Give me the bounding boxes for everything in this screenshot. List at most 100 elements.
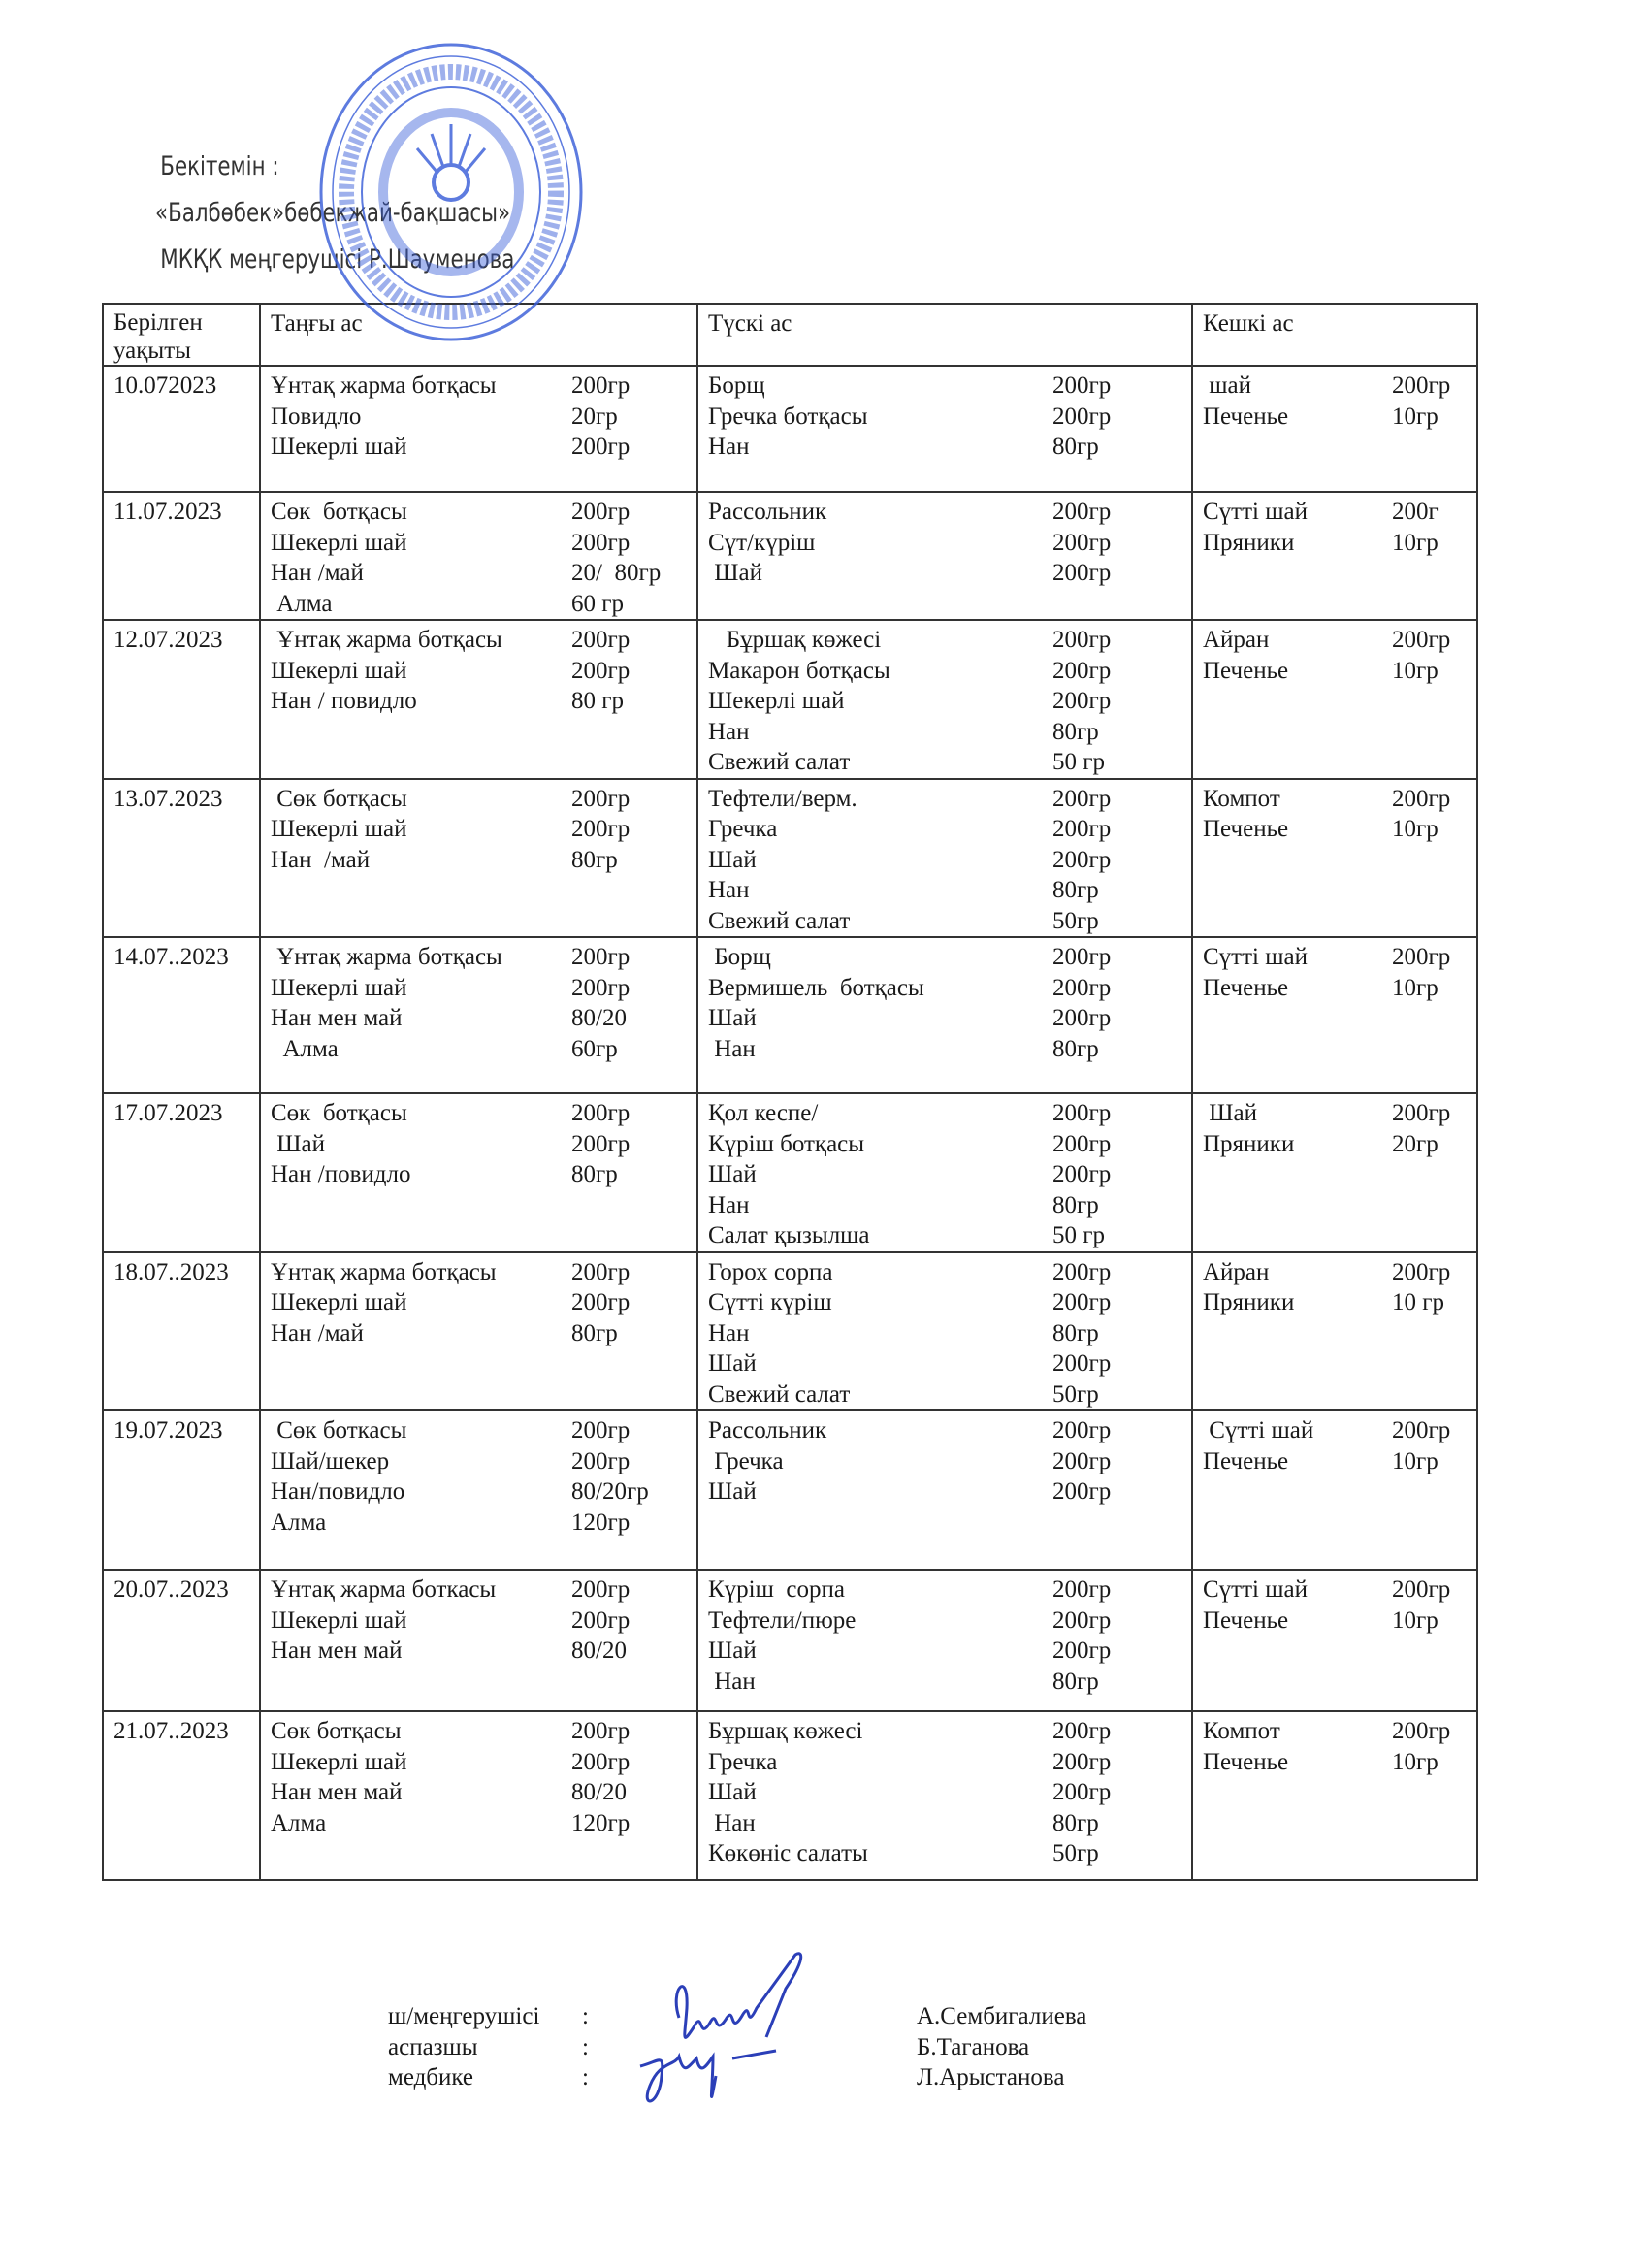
dish-quantity: 200гр: [571, 1748, 630, 1775]
dish-quantity: 200гр: [571, 373, 630, 399]
dinner-cell: Сүтті шай 200гр Печенье 10гр: [1191, 936, 1478, 1094]
dish-quantity: 10гр: [1392, 1606, 1439, 1634]
dish-quantity: 10гр: [1392, 657, 1439, 684]
menu-item: Шекерлі шай 200гр: [708, 686, 1181, 717]
menu-item: Вермишель ботқасы 200гр: [708, 973, 1181, 1004]
dish-name: Шай: [708, 1779, 757, 1805]
menu-item: Шай 200гр: [708, 1476, 1181, 1507]
menu-item: Нан /май 80гр: [271, 845, 687, 876]
dish-quantity: 80/20: [571, 1637, 627, 1664]
table-row: 10.072023 Ұнтақ жарма ботқасы 200гр Повидло…: [102, 365, 1478, 493]
menu-item: Нан 80гр: [708, 875, 1181, 906]
dish-name: Алма: [271, 590, 333, 617]
dish-name: Шай: [708, 1161, 757, 1187]
dish-name: Ұнтақ жарма ботқасы: [271, 373, 497, 399]
menu-item: Нан 80гр: [708, 1190, 1181, 1221]
table-header-row: Берілген уақыты Таңғы ас Түскі ас Кешкі …: [102, 303, 1478, 367]
dish-name: Печенье: [1203, 974, 1289, 1001]
menu-item: Айран 200гр: [1203, 625, 1467, 656]
menu-item: Нан /май 80гр: [271, 1318, 687, 1349]
menu-item: Макарон ботқасы 200гр: [708, 656, 1181, 687]
signature-row: аспазшы: Б.Таганова: [388, 2032, 1086, 2063]
menu-item: Ұнтақ жарма ботқасы 200гр: [271, 371, 687, 402]
menu-item: Пряники 10гр: [1203, 528, 1467, 559]
menu-item: Сүтті шай 200гр: [1203, 1415, 1467, 1446]
signature-row: медбике: Л.Арыстанова: [388, 2062, 1086, 2093]
dish-quantity: 200гр: [1392, 1100, 1451, 1126]
dish-quantity: 80гр: [1052, 1319, 1099, 1346]
dish-quantity: 200гр: [1052, 529, 1112, 556]
approval-line-3: МКҚК меңгерушісі Р.Шауменова: [160, 244, 515, 275]
menu-item: Свежий салат 50 гр: [708, 747, 1181, 778]
signature-colon: :: [582, 2003, 589, 2029]
dish-name: Күріш ботқасы: [708, 1130, 865, 1157]
dish-name: Шай: [271, 1130, 325, 1157]
menu-item: Нан 80гр: [708, 432, 1181, 463]
menu-item: Ұнтақ жарма боткасы 200гр: [271, 1574, 687, 1605]
dish-name: Нан: [708, 877, 750, 903]
dish-quantity: 200гр: [1052, 1161, 1112, 1187]
header-lunch: Түскі ас: [696, 303, 1193, 367]
menu-item: Пряники 20гр: [1203, 1129, 1467, 1160]
table-row: 21.07..2023 Сөк ботқасы 200гр Шекерлі шай 20…: [102, 1710, 1478, 1881]
menu-item: Печенье 10гр: [1203, 1446, 1467, 1477]
dish-name: Сүтті күріш: [708, 1289, 832, 1315]
dish-name: Шай: [708, 846, 757, 873]
menu-table: Берілген уақыты Таңғы ас Түскі ас Кешкі …: [102, 303, 1478, 1881]
menu-item: Тефтели/пюре 200гр: [708, 1605, 1181, 1636]
menu-item: Шай 200гр: [708, 1348, 1181, 1379]
dish-quantity: 80/20: [571, 1779, 627, 1805]
dish-name: Шекерлі шай: [271, 529, 407, 556]
dish-name: Пряники: [1203, 1289, 1295, 1315]
dish-quantity: 80/20гр: [571, 1478, 649, 1505]
dish-quantity: 60гр: [571, 1035, 618, 1062]
menu-item: Нан /повидло 80гр: [271, 1159, 687, 1190]
menu-item: Сүт/күріш 200гр: [708, 528, 1181, 559]
menu-item: Печенье 10гр: [1203, 814, 1467, 845]
table-row: 14.07..2023 Ұнтақ жарма ботқасы 200гр Шеке…: [102, 936, 1478, 1094]
dinner-cell: Компот 200гр Печенье 10гр: [1191, 1710, 1478, 1881]
dish-name: Нан: [708, 434, 750, 460]
menu-item: Нан /май 20/ 80гр: [271, 558, 687, 589]
date-cell: 21.07..2023: [102, 1710, 261, 1881]
menu-item: Шай 200гр: [708, 1777, 1181, 1808]
approval-line-2: «Балбөбек»бөбекжай-бақшасы»: [155, 198, 511, 228]
dish-quantity: 200гр: [1052, 1100, 1112, 1126]
dish-name: Гречка ботқасы: [708, 403, 868, 430]
signature-role: аспазшы: [388, 2033, 478, 2060]
dish-quantity: 20/ 80гр: [571, 560, 662, 586]
dish-quantity: 10гр: [1392, 529, 1439, 556]
dish-quantity: 200гр: [1052, 1289, 1112, 1315]
dinner-cell: шай 200гр Печенье 10гр: [1191, 365, 1478, 493]
dish-quantity: 80гр: [571, 1319, 618, 1346]
menu-item: Шай 200гр: [708, 1159, 1181, 1190]
dish-name: Нан: [708, 718, 750, 745]
dish-quantity: 10 гр: [1392, 1289, 1445, 1315]
dish-name: Нан: [708, 1809, 756, 1836]
dish-quantity: 200гр: [1052, 499, 1112, 525]
table-row: 18.07..2023 Ұнтақ жарма ботқасы 200гр Шекер…: [102, 1250, 1478, 1411]
signature-name: Б.Таганова: [917, 2033, 1030, 2060]
menu-item: Компот 200гр: [1203, 784, 1467, 815]
dish-quantity: 200гр: [1392, 1718, 1451, 1744]
breakfast-cell: Ұнтақ жарма ботқасы 200гр Шекерлі шай 200гр…: [259, 936, 698, 1094]
menu-item: Тефтели/верм. 200гр: [708, 784, 1181, 815]
table-row: 19.07.2023 Сөк боткасы 200гр Шай/шекер 200г…: [102, 1409, 1478, 1571]
dish-quantity: 200гр: [1052, 627, 1112, 653]
dish-name: Сөк ботқасы: [271, 785, 407, 812]
dish-quantity: 120гр: [571, 1809, 630, 1836]
dish-name: Шекерлі шай: [271, 434, 407, 460]
dish-name: Печенье: [1203, 403, 1289, 430]
dish-name: Бұршақ көжесі: [708, 1718, 863, 1744]
dish-name: Сөк боткасы: [271, 1417, 407, 1443]
dish-name: Нан /май: [271, 560, 364, 586]
dish-quantity: 200гр: [1052, 1130, 1112, 1157]
dish-quantity: 200гр: [1052, 373, 1112, 399]
dish-quantity: 50гр: [1052, 907, 1099, 934]
dish-quantity: 200гр: [1052, 1447, 1112, 1474]
dish-name: Макарон ботқасы: [708, 657, 890, 684]
dish-quantity: 10гр: [1392, 1748, 1439, 1775]
dish-quantity: 200гр: [1392, 944, 1451, 970]
menu-item: Нан мен май 80/20: [271, 1777, 687, 1808]
dish-name: Свежий салат: [708, 749, 851, 775]
